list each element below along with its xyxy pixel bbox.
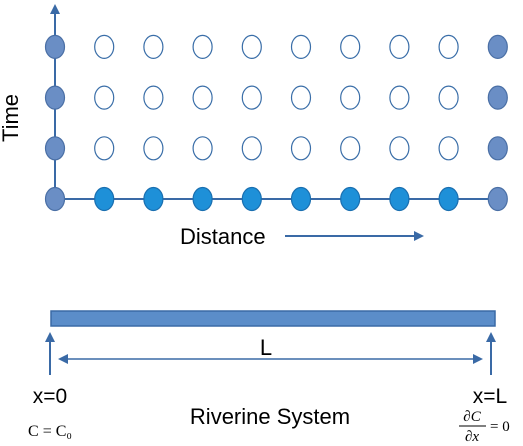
interior-node	[241, 34, 262, 60]
right-boundary-condition: ∂C ∂x = 0	[459, 409, 510, 445]
initial-node	[192, 186, 213, 212]
interior-node	[438, 136, 459, 161]
interior-node	[290, 85, 312, 110]
boundary-node	[487, 85, 508, 110]
initial-node	[340, 186, 361, 212]
interior-node	[340, 34, 361, 60]
interior-node	[192, 136, 213, 161]
distance-label: Distance	[180, 224, 266, 249]
boundary-node	[487, 136, 508, 161]
interior-node	[290, 34, 312, 60]
interior-node	[94, 85, 115, 110]
initial-node	[94, 186, 115, 212]
interior-node	[389, 34, 410, 60]
interior-node	[340, 85, 361, 110]
interior-node	[438, 85, 459, 110]
right-condition-rhs: = 0	[490, 419, 510, 435]
left-position-label: x=0	[33, 385, 67, 408]
river-bar	[50, 310, 496, 327]
right-condition-denominator: ∂x	[465, 429, 479, 445]
boundary-node	[44, 34, 66, 60]
right-position-label: x=L	[473, 385, 507, 408]
initial-node	[143, 186, 164, 212]
right-condition-numerator: ∂C	[463, 409, 481, 425]
length-label: L	[260, 335, 272, 360]
interior-node	[192, 34, 213, 60]
interior-node	[143, 85, 164, 110]
interior-node	[143, 34, 164, 60]
initial-node	[389, 186, 410, 212]
grid-nodes	[44, 34, 508, 212]
boundary-node	[44, 186, 66, 212]
initial-node	[290, 186, 312, 212]
interior-node	[241, 136, 262, 161]
boundary-node	[44, 136, 66, 161]
initial-node	[438, 186, 459, 212]
interior-node	[94, 136, 115, 161]
interior-node	[94, 34, 115, 60]
left-boundary-condition: C = C₀	[28, 423, 72, 440]
interior-node	[143, 136, 164, 161]
boundary-node	[487, 34, 508, 60]
interior-node	[290, 136, 312, 161]
interior-node	[389, 136, 410, 161]
boundary-node	[44, 85, 66, 110]
interior-node	[438, 34, 459, 60]
interior-node	[340, 136, 361, 161]
initial-node	[241, 186, 262, 212]
time-axis-label: Time	[0, 94, 23, 142]
interior-node	[241, 85, 262, 110]
interior-node	[389, 85, 410, 110]
system-label: Riverine System	[190, 404, 350, 429]
interior-node	[192, 85, 213, 110]
boundary-node	[487, 186, 508, 212]
